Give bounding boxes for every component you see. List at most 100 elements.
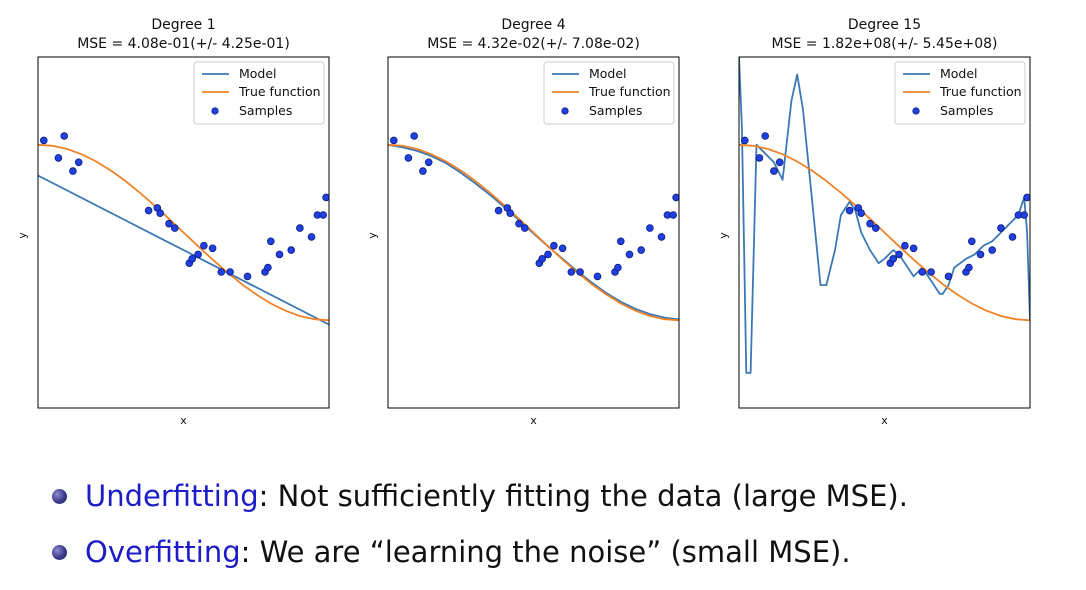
bullet-icon bbox=[52, 544, 67, 560]
sample-point bbox=[1020, 211, 1028, 219]
sample-point bbox=[188, 254, 197, 263]
y-axis-label: y bbox=[366, 232, 379, 239]
sample-point bbox=[558, 244, 567, 253]
bullet-icon bbox=[52, 488, 67, 504]
bullet-overfitting: Overfitting: We are “learning the noise”… bbox=[52, 524, 1062, 580]
sample-point bbox=[637, 246, 645, 254]
legend-samples-swatch bbox=[561, 107, 569, 115]
chart-panel-2: Degree 4 MSE = 4.32e-02(+/- 7.08e-02) x y Mo… bbox=[366, 17, 680, 427]
sample-point bbox=[410, 132, 419, 140]
sample-point bbox=[657, 233, 666, 241]
sample-point bbox=[740, 136, 749, 145]
sample-point bbox=[871, 224, 880, 232]
sample-point bbox=[74, 158, 83, 167]
true-function-line bbox=[739, 143, 1030, 322]
sample-point bbox=[389, 136, 398, 145]
definition-underfitting: : Not sufficiently fitting the data (lar… bbox=[258, 479, 908, 513]
legend: Model True function Samples bbox=[193, 61, 325, 125]
sample-point bbox=[171, 224, 179, 232]
sample-point bbox=[625, 250, 634, 259]
plot-area bbox=[38, 132, 329, 326]
bullet-text: Underfitting: Not sufficiently fitting t… bbox=[85, 479, 908, 513]
chart-title: Degree 1 bbox=[151, 17, 215, 33]
sample-point bbox=[69, 167, 77, 175]
sample-point bbox=[165, 219, 173, 228]
true-function-line bbox=[388, 143, 679, 322]
sample-point bbox=[515, 219, 523, 228]
legend-true-function-label: True function bbox=[238, 84, 321, 99]
legend-box bbox=[543, 61, 675, 125]
sample-point bbox=[419, 167, 427, 175]
sample-point bbox=[264, 263, 272, 272]
sample-point bbox=[918, 268, 927, 276]
sample-point bbox=[593, 272, 602, 281]
sample-point bbox=[144, 206, 153, 215]
legend-samples-swatch bbox=[211, 107, 219, 115]
plot-area bbox=[388, 132, 679, 322]
axes-frame bbox=[738, 56, 1031, 409]
bullet-text: Overfitting: We are “learning the noise”… bbox=[85, 535, 851, 569]
legend-true-function-label: True function bbox=[939, 84, 1022, 99]
sample-point bbox=[646, 224, 654, 232]
x-axis-label: x bbox=[180, 414, 187, 427]
legend-model-label: Model bbox=[589, 66, 627, 81]
sample-point bbox=[217, 268, 226, 276]
sample-point bbox=[194, 250, 202, 259]
sample-point bbox=[287, 246, 296, 254]
legend-samples-label: Samples bbox=[940, 103, 993, 118]
sample-point bbox=[538, 254, 546, 263]
sample-point bbox=[1023, 193, 1030, 202]
y-axis-label: y bbox=[16, 232, 29, 239]
sample-point bbox=[770, 167, 778, 175]
sample-point bbox=[494, 206, 503, 215]
axes-frame bbox=[37, 56, 330, 409]
sample-point bbox=[39, 136, 48, 145]
sample-point bbox=[567, 268, 576, 276]
sample-point bbox=[976, 250, 985, 259]
model-line bbox=[739, 57, 1030, 374]
sample-point bbox=[404, 154, 413, 162]
bullet-underfitting: Underfitting: Not sufficiently fitting t… bbox=[52, 468, 1062, 524]
legend: Model True function Samples bbox=[894, 61, 1026, 125]
sample-point bbox=[889, 254, 897, 263]
chart-panel-1: Degree 1 MSE = 4.08e-01(+/- 4.25e-01) x y Mo… bbox=[16, 17, 330, 427]
sample-point bbox=[944, 272, 953, 281]
sample-point bbox=[60, 132, 68, 140]
true-function-line bbox=[38, 143, 329, 322]
sample-point bbox=[965, 263, 973, 272]
sample-point bbox=[275, 250, 284, 259]
legend-model-label: Model bbox=[239, 66, 277, 81]
sample-point bbox=[1008, 233, 1017, 241]
bullet-list: Underfitting: Not sufficiently fitting t… bbox=[52, 468, 1062, 580]
legend-true-function-label: True function bbox=[588, 84, 671, 99]
sample-point bbox=[520, 224, 529, 232]
chart-panel-3: Degree 15 MSE = 1.82e+08(+/- 5.45e+08) x y M… bbox=[717, 17, 1031, 427]
legend-samples-label: Samples bbox=[239, 103, 292, 118]
sample-point bbox=[266, 237, 275, 246]
sample-point bbox=[895, 250, 903, 259]
legend-samples-label: Samples bbox=[589, 103, 642, 118]
sample-point bbox=[857, 209, 865, 218]
x-axis-label: x bbox=[881, 414, 888, 427]
sample-point bbox=[54, 154, 63, 162]
sample-point bbox=[156, 209, 165, 218]
chart-title: Degree 4 bbox=[501, 17, 565, 33]
sample-point bbox=[988, 246, 996, 254]
sample-point bbox=[550, 241, 558, 250]
chart-subtitle: MSE = 4.08e-01(+/- 4.25e-01) bbox=[77, 36, 290, 52]
term-underfitting: Underfitting bbox=[85, 479, 259, 513]
sample-point bbox=[307, 233, 316, 241]
sample-point bbox=[927, 268, 935, 276]
legend: Model True function Samples bbox=[543, 61, 675, 125]
legend-box bbox=[894, 61, 1026, 125]
term-overfitting: Overfitting bbox=[85, 535, 241, 569]
definition-overfitting: : We are “learning the noise” (small MSE… bbox=[240, 535, 851, 569]
plot-area bbox=[739, 57, 1030, 374]
sample-point bbox=[576, 268, 584, 276]
sample-point bbox=[866, 219, 874, 228]
chart-title: Degree 15 bbox=[848, 17, 921, 33]
sample-point bbox=[544, 250, 552, 259]
sample-point bbox=[226, 268, 234, 276]
sample-point bbox=[200, 241, 208, 250]
sample-point bbox=[761, 132, 769, 140]
